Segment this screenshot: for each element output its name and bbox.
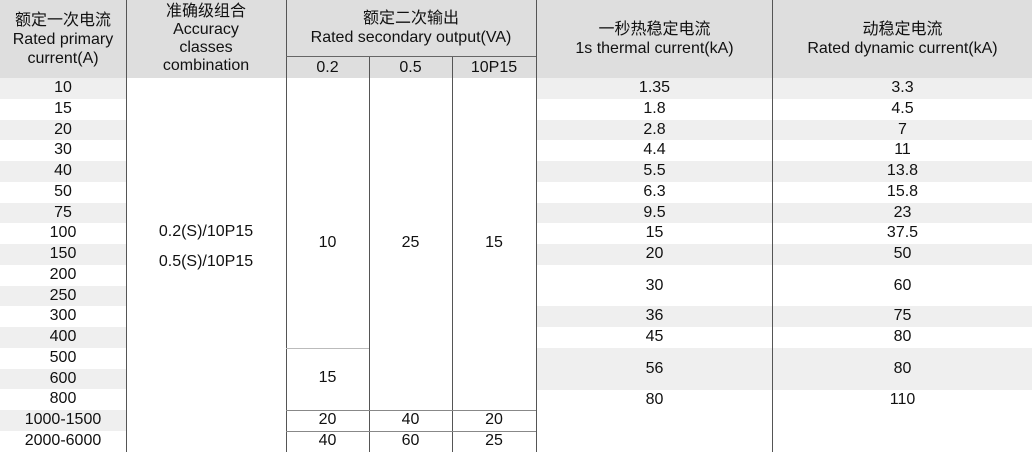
- table-cell: 80: [893, 328, 912, 346]
- table-cell: 50: [54, 182, 72, 200]
- table-cell: 1.8: [643, 99, 666, 117]
- table-cell: 37.5: [886, 224, 919, 242]
- output-0.2-block-2: 15: [318, 369, 337, 386]
- table-cell: 60: [893, 276, 912, 294]
- output-0.5-row-2000: 60: [401, 432, 420, 449]
- table-cell: 30: [54, 141, 72, 159]
- subheader-0.5: 0.5: [399, 58, 422, 76]
- header-secondary-output: 额定二次输出 Rated secondary output(VA): [310, 10, 512, 46]
- table-cell: 56: [537, 347, 772, 390]
- divider: [369, 56, 370, 452]
- table-cell: 1000-1500: [0, 410, 126, 432]
- table-cell: 7: [773, 119, 1032, 141]
- header-accuracy-classes: 准确级组合 Accuracy classes combination: [162, 3, 250, 74]
- table-cell: 1.35: [537, 78, 772, 99]
- table-cell: 30: [645, 276, 664, 294]
- output-0.5-row-1000: 40: [401, 411, 420, 428]
- table-cell: 20: [0, 119, 126, 141]
- table-cell: 500: [49, 348, 77, 366]
- table-cell: 9.5: [537, 202, 772, 224]
- output-10p15-block-1: 15: [485, 234, 503, 251]
- divider: [126, 0, 127, 452]
- table-cell: 75: [773, 306, 1032, 328]
- table-cell: 150: [0, 244, 126, 265]
- output-10p15-row-2000: 25: [485, 432, 503, 449]
- table-cell: 11: [894, 141, 911, 159]
- table-cell: 15: [645, 224, 664, 242]
- accuracy-combination-1: 0.2(S)/10P15: [158, 223, 254, 240]
- table-cell: 23: [773, 202, 1032, 224]
- divider: [452, 56, 453, 452]
- dynamic-current-column: 3.3 4.5 7 11 13.8 15.8 23 37.5 50 60 75 …: [773, 78, 1032, 452]
- table-cell: 600: [0, 368, 126, 390]
- table-cell: 300: [49, 307, 77, 325]
- table-cell: 250: [0, 285, 126, 307]
- output-0.5-block-1: 25: [401, 234, 420, 251]
- table-cell: 200: [49, 265, 77, 283]
- table-cell: 400: [0, 327, 126, 348]
- table-cell: 100: [49, 224, 77, 242]
- table-cell: 4.5: [891, 99, 914, 117]
- table-cell: 40: [0, 161, 126, 182]
- table-cell: 2.8: [537, 119, 772, 141]
- subheader-10p15: 10P15: [470, 58, 518, 76]
- table-header: [0, 0, 1032, 78]
- table-cell: 50: [773, 244, 1032, 265]
- divider: [772, 0, 773, 452]
- divider: [286, 348, 369, 349]
- divider: [536, 0, 537, 452]
- table-cell: 800: [49, 390, 77, 408]
- table-cell: 4.4: [643, 141, 666, 159]
- table-cell: 75: [0, 202, 126, 224]
- output-0.2-row-1000: 20: [318, 411, 337, 428]
- table-cell: 80: [645, 390, 664, 408]
- output-0.2-row-2000: 40: [318, 432, 337, 449]
- output-0.2-block-1: 10: [318, 234, 337, 251]
- table-cell: 80: [773, 347, 1032, 390]
- thermal-current-column: 1.35 1.8 2.8 4.4 5.5 6.3 9.5 15 20 30 36…: [537, 78, 772, 452]
- accuracy-combination-2: 0.5(S)/10P15: [158, 253, 254, 270]
- table-cell: 15: [54, 99, 72, 117]
- table-cell: 20: [537, 244, 772, 265]
- subheader-0.2: 0.2: [316, 58, 339, 76]
- header-thermal-current: 一秒热稳定电流 1s thermal current(kA): [575, 21, 734, 57]
- table-cell: 10: [0, 78, 126, 99]
- table-cell: 6.3: [643, 182, 666, 200]
- divider: [286, 56, 536, 57]
- table-cell: 3.3: [773, 78, 1032, 99]
- header-primary-current: 额定一次电流 Rated primary current(A): [12, 11, 114, 67]
- divider: [286, 431, 536, 432]
- primary-current-column: 10 15 20 30 40 50 75 100 150 200 250 300…: [0, 78, 126, 452]
- divider: [286, 0, 287, 452]
- table-cell: 15.8: [886, 182, 919, 200]
- output-10p15-row-1000: 20: [485, 411, 503, 428]
- table-cell: 2000-6000: [24, 432, 102, 450]
- table-cell: 36: [537, 306, 772, 328]
- table-cell: 110: [889, 390, 916, 408]
- header-dynamic-current: 动稳定电流 Rated dynamic current(kA): [807, 21, 998, 57]
- table-cell: 13.8: [773, 161, 1032, 182]
- divider: [286, 410, 536, 411]
- table-cell: 45: [645, 328, 664, 346]
- table-cell: 5.5: [537, 161, 772, 182]
